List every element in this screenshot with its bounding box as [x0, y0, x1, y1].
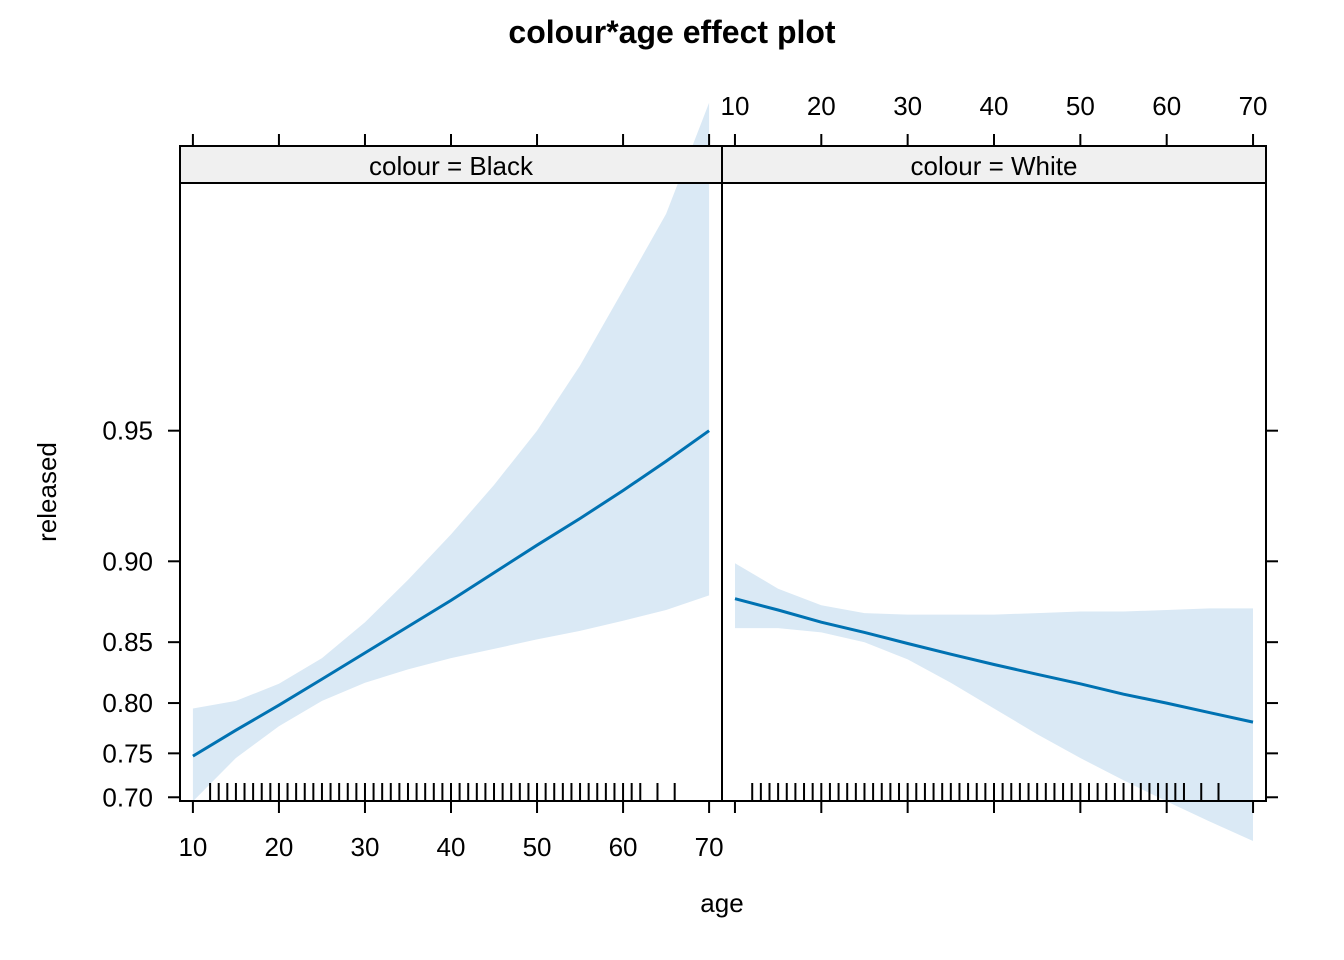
y-tick-label: 0.95 [102, 416, 153, 446]
y-tick-label: 0.70 [102, 782, 153, 812]
strip-box [721, 145, 1267, 184]
panel-2: colour = White 10 20 30 40 50 60 70 [720, 91, 1268, 841]
confidence-band [192, 102, 710, 802]
strip-label: colour = White [911, 151, 1078, 181]
x-tick-label: 20 [807, 91, 836, 121]
x-tick-label: 50 [1066, 91, 1095, 121]
x-tick-label: 60 [1152, 91, 1181, 121]
x-tick-label: 20 [264, 832, 293, 862]
x-tick-label: 70 [1239, 91, 1268, 121]
x-tick-label: 70 [695, 832, 724, 862]
x-tick-label: 30 [893, 91, 922, 121]
x-tick-label: 10 [178, 832, 207, 862]
strip-label: colour = Black [369, 151, 534, 181]
y-tick-label: 0.80 [102, 688, 153, 718]
fit-line [192, 429, 710, 758]
y-tick-label: 0.85 [102, 627, 153, 657]
strip-box [179, 145, 723, 184]
x-tick-label: 50 [523, 832, 552, 862]
chart-title: colour*age effect plot [508, 14, 836, 50]
x-tick-label: 40 [980, 91, 1009, 121]
x-tick-label: 10 [720, 91, 749, 121]
x-tick-label: 60 [609, 832, 638, 862]
y-axis-label: released [32, 442, 62, 542]
y-tick-label: 0.75 [102, 738, 153, 768]
x-tick-label: 40 [437, 832, 466, 862]
y-tick-label: 0.90 [102, 546, 153, 576]
fit-line [734, 597, 1254, 724]
panel-1: colour = Black 10 20 30 40 50 60 70 [178, 102, 724, 862]
x-axis-label: age [700, 888, 743, 918]
x-tick-label: 30 [351, 832, 380, 862]
